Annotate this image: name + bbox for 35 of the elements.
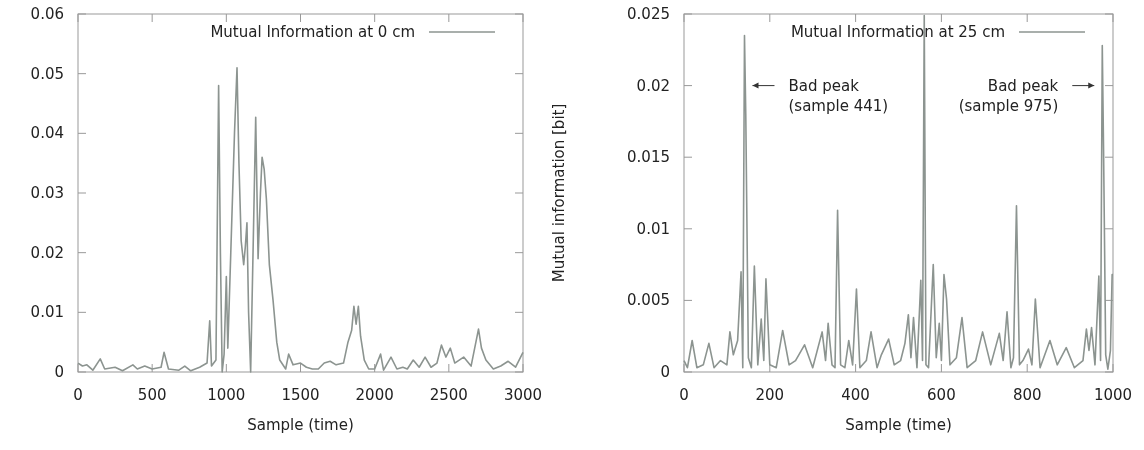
x-tick-label: 2500 (429, 386, 468, 404)
y-tick-label: 0.06 (30, 5, 64, 23)
y-tick-label: 0.02 (636, 76, 670, 95)
x-tick-label: 200 (755, 386, 785, 404)
annotation: Bad peak (sample 975) (958, 76, 1059, 115)
x-tick-label: 1000 (207, 386, 246, 404)
line-series (77, 66, 524, 373)
x-axis-title: Sample (time) (845, 416, 952, 434)
annotation: Bad peak (sample 441) (788, 76, 889, 115)
x-tick-label: 800 (1012, 386, 1042, 404)
x-tick-label: 400 (841, 386, 870, 404)
x-tick-label: 600 (927, 386, 956, 404)
y-tick-label: 0.05 (30, 64, 64, 83)
legend-label: Mutual Information at 25 cm (790, 23, 1005, 41)
x-tick-label: 500 (137, 386, 167, 404)
y-tick-label: 0.005 (627, 291, 670, 310)
x-tick-label: 0 (73, 386, 83, 404)
y-tick-label: 0 (54, 363, 64, 381)
y-tick-label: 0.015 (627, 148, 670, 167)
line-series (683, 14, 1114, 370)
x-tick-label: 1500 (281, 386, 320, 404)
x-axis-title: Sample (time) (247, 416, 354, 434)
y-axis-title: Mutual information [bit] (550, 103, 568, 283)
y-tick-label: 0.025 (627, 5, 670, 23)
x-tick-label: 2000 (355, 386, 394, 404)
x-tick-label: 3000 (503, 386, 543, 404)
y-tick-label: 0.01 (636, 219, 670, 238)
x-tick-label: 0 (679, 386, 689, 404)
y-tick-label: 0.03 (30, 184, 64, 202)
y-tick-label: 0.01 (30, 303, 64, 322)
y-tick-label: 0.02 (30, 243, 64, 262)
x-tick-label: 1000 (1093, 386, 1133, 404)
y-tick-label: 0.04 (30, 124, 64, 143)
legend-label: Mutual Information at 0 cm (210, 23, 415, 41)
y-tick-label: 0 (660, 363, 670, 381)
